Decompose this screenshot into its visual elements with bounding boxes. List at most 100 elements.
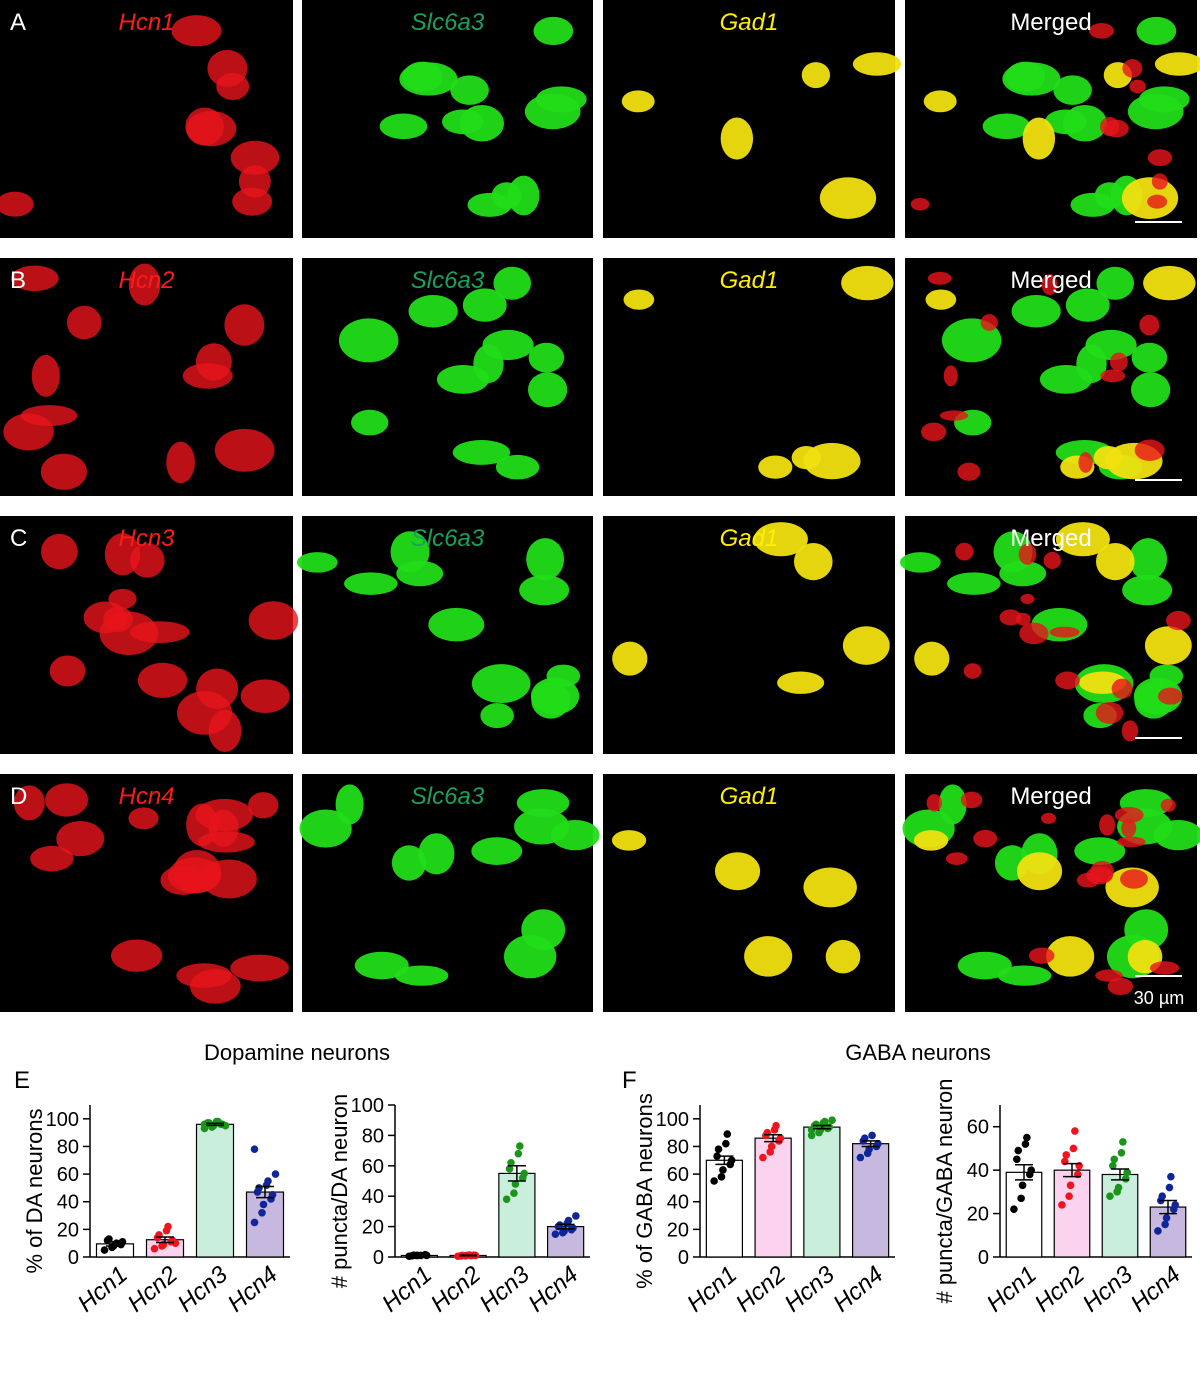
- cell-signal: [963, 663, 982, 679]
- data-point: [510, 1189, 518, 1197]
- data-point: [505, 1165, 514, 1173]
- x-tick-label: Hcn4: [828, 1261, 888, 1318]
- data-point: [759, 1153, 767, 1162]
- data-point: [520, 1169, 528, 1178]
- y-tick-label: 20: [667, 1219, 689, 1241]
- data-point: [511, 1180, 520, 1188]
- group-title: GABA neurons: [845, 1040, 991, 1065]
- y-tick-label: 40: [362, 1186, 384, 1208]
- data-point: [776, 1134, 785, 1142]
- cell-signal: [66, 305, 102, 340]
- cell-signal: [1149, 664, 1184, 688]
- data-point: [1023, 1133, 1031, 1142]
- cell-signal: [128, 807, 159, 830]
- data-point: [723, 1130, 732, 1138]
- data-point: [268, 1191, 277, 1199]
- panel-label: E: [14, 1067, 30, 1094]
- error-bar: [106, 1241, 124, 1247]
- cell-signal: [224, 304, 265, 346]
- data-point: [1106, 1192, 1114, 1200]
- data-point: [1065, 1192, 1073, 1200]
- cell-signal: [923, 90, 957, 113]
- cell-signal: [471, 664, 531, 704]
- cell-signal: [947, 572, 1001, 595]
- cell-signal: [1095, 543, 1135, 581]
- cell-signal: [391, 845, 427, 881]
- cell-signal: [1151, 173, 1168, 190]
- cell-signal: [1129, 538, 1168, 581]
- cell-signal: [1122, 574, 1173, 606]
- cell-signal: [160, 865, 206, 895]
- error-bar: [256, 1185, 274, 1199]
- micrograph: Hcn1 A: [0, 0, 293, 238]
- cell-signal: [189, 969, 241, 1004]
- x-tick-label: Hcn2: [426, 1261, 486, 1318]
- y-tick-label: 60: [362, 1156, 384, 1178]
- micrograph: Merged: [905, 0, 1200, 238]
- cell-signal: [1065, 288, 1110, 322]
- cell-signal: [10, 265, 59, 292]
- x-tick-label: Hcn3: [779, 1260, 840, 1317]
- y-tick-label: 60: [57, 1164, 79, 1186]
- panel-label: F: [622, 1067, 637, 1094]
- channel-label: Merged: [1010, 783, 1091, 810]
- cell-signal: [1160, 798, 1176, 812]
- error-bar: [1111, 1168, 1129, 1181]
- data-point: [874, 1139, 882, 1148]
- data-point: [812, 1120, 820, 1129]
- cell-signal: [1055, 671, 1080, 690]
- y-tick-label: 60: [967, 1117, 989, 1139]
- cell-signal: [1149, 961, 1180, 975]
- data-point: [1121, 1175, 1130, 1183]
- cell-signal: [452, 440, 511, 465]
- cell-signal: [1020, 593, 1035, 604]
- data-point: [1119, 1138, 1127, 1146]
- cell-signal: [1109, 352, 1128, 372]
- cell-signal: [910, 197, 930, 211]
- data-point: [1165, 1183, 1174, 1192]
- data-point: [1114, 1183, 1123, 1192]
- x-tick-label: Hcn1: [377, 1261, 437, 1318]
- cell-signal: [99, 611, 159, 656]
- cell-signal: [1043, 551, 1061, 570]
- micrograph: Hcn3 C: [0, 516, 299, 754]
- y-axis-label: % of GABA neurons: [632, 1093, 657, 1289]
- cell-signal: [1055, 522, 1110, 557]
- cell-signal: [1130, 372, 1171, 408]
- data-point: [821, 1117, 829, 1126]
- data-point: [807, 1126, 816, 1134]
- cell-signal: [957, 951, 1012, 980]
- cell-signal: [943, 365, 958, 387]
- error-bar: [1063, 1162, 1081, 1178]
- micrograph: Slc6a3: [299, 774, 600, 1012]
- channel-label: Slc6a3: [411, 9, 485, 36]
- data-point: [856, 1153, 865, 1162]
- cell-signal: [462, 288, 507, 322]
- data-point: [1027, 1166, 1035, 1174]
- cell-signal: [758, 455, 793, 479]
- cell-signal: [535, 86, 587, 113]
- y-axis-label: # puncta/DA neuron: [327, 1094, 352, 1288]
- micrograph: Gad1: [603, 516, 895, 754]
- data-point: [1109, 1162, 1117, 1170]
- cell-signal: [1136, 16, 1177, 46]
- y-tick-label: 0: [373, 1247, 384, 1269]
- cell-signal: [939, 410, 969, 421]
- data-point: [100, 1246, 109, 1254]
- micrograph: Slc6a3: [302, 0, 593, 238]
- cell-signal: [621, 90, 655, 113]
- cell-signal: [379, 113, 428, 140]
- y-tick-label: 20: [57, 1219, 79, 1241]
- data-point: [171, 1239, 180, 1247]
- cell-signal: [1005, 61, 1046, 92]
- cell-signal: [1154, 52, 1200, 76]
- data-point: [1066, 1181, 1075, 1190]
- data-point: [164, 1222, 172, 1231]
- data-point: [551, 1230, 560, 1238]
- data-point: [860, 1134, 869, 1142]
- data-point: [259, 1200, 268, 1209]
- cell-signal: [473, 344, 504, 384]
- cell-signal: [0, 191, 34, 217]
- y-axis-label: % of DA neurons: [22, 1108, 47, 1273]
